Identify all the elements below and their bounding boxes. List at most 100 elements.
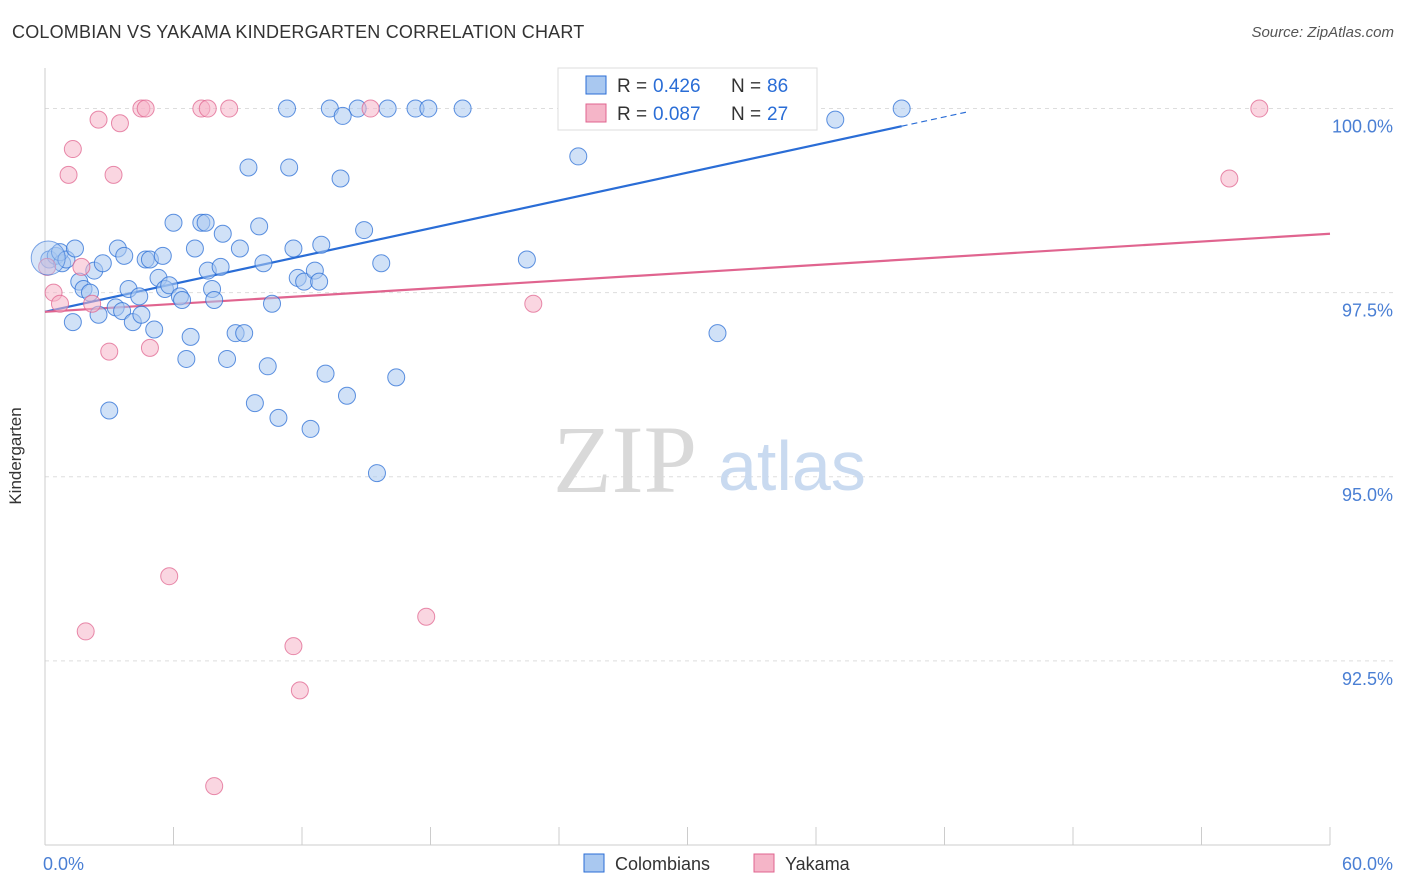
bottom-legend-yakama: Yakama [785,854,851,874]
axes [44,68,1331,846]
point-colombians [372,254,391,273]
legend-swatch-colombians [585,75,607,95]
point-colombians [173,291,192,310]
point-yakama [198,99,217,118]
point-colombians [312,235,331,254]
point-yakama [290,681,309,700]
point-yakama [361,99,380,118]
point-yakama [220,99,239,118]
point-yakama [83,294,102,313]
point-colombians [63,313,82,332]
point-colombians [145,320,164,339]
legend-n-value-1: 27 [767,104,788,125]
bottom-legend-colombians: Colombians [615,854,710,874]
point-yakama [1220,169,1239,188]
y-tick-label: 100.0% [1332,117,1393,137]
point-colombians [196,213,215,232]
point-yakama [160,567,179,586]
point-colombians [310,272,329,291]
point-colombians [316,364,335,383]
point-colombians [517,250,536,269]
point-colombians [258,357,277,376]
point-yakama [284,637,303,656]
point-colombians [130,287,149,306]
legend-n-label-0: N = [731,76,761,97]
point-colombians [211,257,230,276]
point-colombians [453,99,472,118]
point-yakama [104,165,123,184]
point-colombians [235,324,254,343]
point-yakama [1250,99,1269,118]
point-yakama [72,257,91,276]
chart-title: COLOMBIAN VS YAKAMA KINDERGARTEN CORRELA… [12,22,585,42]
y-tick-label: 97.5% [1342,301,1393,321]
point-colombians [177,349,196,368]
legend-n-value-0: 86 [767,76,788,97]
point-colombians [115,246,134,265]
point-yakama [59,165,78,184]
point-colombians [337,386,356,405]
point-yakama [110,114,129,133]
legend-r-label-1: R = [617,104,647,125]
point-yakama [100,342,119,361]
point-yakama [89,110,108,129]
x-tick-label: 0.0% [43,854,84,874]
point-colombians [65,239,84,258]
point-colombians [113,302,132,321]
point-colombians [301,419,320,438]
watermark-zip: ZIP [553,406,697,513]
point-colombians [278,99,297,118]
point-yakama [76,622,95,641]
point-colombians [153,246,172,265]
point-colombians [239,158,258,177]
y-tick-label: 95.0% [1342,485,1393,505]
point-colombians [333,106,352,125]
legend-r-label-0: R = [617,76,647,97]
point-colombians [826,110,845,129]
point-colombians [263,294,282,313]
gridlines [45,108,1395,662]
y-tick-label: 92.5% [1342,669,1393,689]
point-colombians [892,99,911,118]
point-colombians [269,408,288,427]
legend-n-label-1: N = [731,104,761,125]
point-colombians [160,276,179,295]
point-colombians [254,254,273,273]
point-yakama [205,777,224,796]
trend-line-extension [901,111,967,127]
point-colombians [250,217,269,236]
point-colombians [355,221,374,240]
legend-swatch-yakama [585,103,607,123]
point-colombians [280,158,299,177]
point-colombians [245,394,264,413]
point-colombians [100,401,119,420]
point-colombians-cluster [30,240,66,276]
point-yakama [140,338,159,357]
x-tick-label: 60.0% [1342,854,1393,874]
point-colombians [93,254,112,273]
point-colombians [205,291,224,310]
point-colombians [387,368,406,387]
point-colombians [181,327,200,346]
point-colombians [367,464,386,483]
source-label: Source: ZipAtlas.com [1251,24,1394,41]
point-colombians [185,239,204,258]
stats-legend: R = 0.426 N = 86 R = 0.087 N = 27 [557,67,818,131]
series-legend: Colombians Yakama [583,853,851,874]
point-colombians [230,239,249,258]
bottom-legend-swatch-colombians [583,853,605,873]
point-yakama [417,607,436,626]
y-tick-labels: 100.0% 97.5% 95.0% 92.5% [1332,117,1393,689]
point-colombians [708,324,727,343]
point-colombians [164,213,183,232]
point-colombians [378,99,397,118]
point-yakama [63,140,82,159]
point-yakama [50,294,69,313]
bottom-legend-swatch-yakama [753,853,775,873]
trend-line-colombians [44,125,902,313]
point-colombians [569,147,588,166]
point-yakama [136,99,155,118]
data-points [30,99,1269,796]
x-tick-labels: 0.0% 60.0% [43,854,1393,874]
